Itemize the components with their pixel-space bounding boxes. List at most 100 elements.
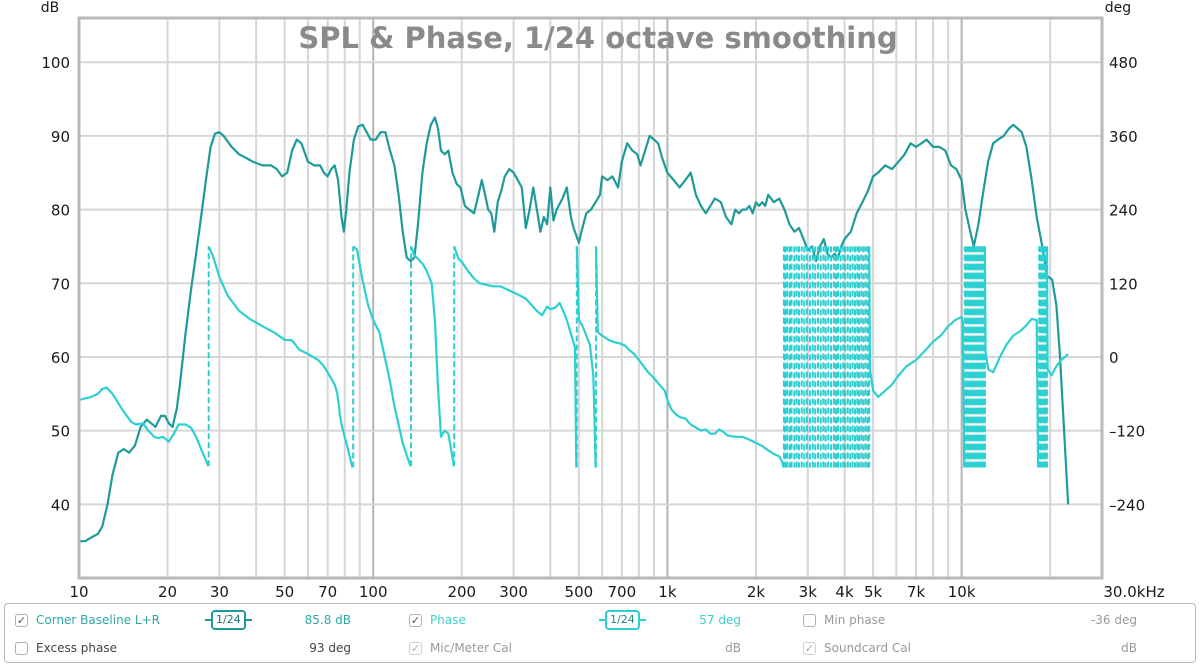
phase-line-segment — [575, 246, 597, 468]
phase-line-segment — [78, 386, 210, 467]
y-right-tick-label: 0 — [1109, 349, 1119, 367]
legend-row-1: ✓ Corner Baseline L+R 1/24 85.8 dB ✓ Pha… — [5, 606, 1195, 634]
legend-label-soundcard-cal: Soundcard Cal — [824, 641, 911, 655]
y-right-tick-label: –120 — [1109, 423, 1145, 441]
legend-label-mic-meter-cal: Mic/Meter Cal — [430, 641, 512, 655]
checkmark-icon: ✓ — [804, 641, 815, 655]
legend-value-mic-meter-cal: dB — [725, 641, 741, 655]
checkbox-soundcard-cal: ✓ — [803, 641, 816, 655]
smoothing-line-right — [639, 619, 646, 621]
phase-line-segment — [1045, 246, 1069, 377]
legend-item-soundcard-cal: ✓ Soundcard Cal — [803, 634, 911, 662]
checkmark-icon: ✓ — [410, 613, 421, 627]
smoothing-fraction: 1/24 — [211, 610, 246, 630]
checkbox-phase[interactable]: ✓ — [409, 613, 422, 627]
legend-label-corner-baseline: Corner Baseline L+R — [36, 613, 160, 627]
x-tick-label: 300 — [499, 583, 528, 600]
smoothing-control-spl[interactable]: 1/24 — [205, 606, 252, 634]
checkmark-icon: ✓ — [410, 641, 421, 655]
spl-line — [79, 116, 1070, 543]
legend-value-min-phase: -36 deg — [1090, 613, 1137, 627]
y-right-tick-label: 360 — [1109, 128, 1138, 146]
x-tick-label: 70 — [318, 583, 337, 600]
checkmark-icon: ✓ — [16, 613, 27, 627]
smoothing-badge-phase: 1/24 — [599, 610, 646, 630]
smoothing-line-left — [599, 619, 605, 621]
phase-line-segment — [207, 245, 354, 468]
y-left-tick-label: 60 — [51, 349, 70, 367]
legend-item-excess-phase[interactable]: Excess phase — [15, 634, 117, 662]
y-left-unit: dB — [41, 0, 60, 16]
phase-line-segment — [983, 246, 1040, 468]
phase-line-segment — [453, 246, 578, 468]
y-right-axis-ticks: –240 –120 0 120 240 360 480 — [1109, 54, 1145, 514]
spl-phase-chart: SPL & Phase, 1/24 octave smoothing dB de… — [41, 0, 1165, 600]
legend-panel: ✓ Corner Baseline L+R 1/24 85.8 dB ✓ Pha… — [4, 603, 1196, 663]
phase-series — [78, 245, 1069, 468]
x-tick-label: 200 — [447, 583, 476, 600]
x-tick-label: 50 — [275, 583, 294, 600]
smoothing-numerator: 1 — [610, 613, 617, 626]
legend-label-min-phase: Min phase — [824, 613, 886, 627]
grid — [79, 18, 1102, 578]
x-tick-label: 2k — [747, 583, 766, 600]
y-left-axis-ticks: 40 50 60 70 80 90 100 — [41, 54, 70, 514]
y-right-tick-label: 120 — [1109, 275, 1138, 293]
chart-title: SPL & Phase, 1/24 octave smoothing — [298, 21, 897, 55]
smoothing-badge-spl: 1/24 — [205, 610, 252, 630]
x-tick-label: 1k — [658, 583, 677, 600]
x-tick-label: 100 — [359, 583, 388, 600]
smoothing-fraction: 1/24 — [605, 610, 640, 630]
legend-value-excess-phase: 93 deg — [309, 641, 351, 655]
spl-series — [79, 116, 1070, 543]
phase-line-segment — [868, 246, 966, 468]
legend-item-phase[interactable]: ✓ Phase — [409, 606, 466, 634]
y-right-tick-label: 480 — [1109, 54, 1138, 72]
y-right-unit: deg — [1105, 0, 1131, 16]
y-left-tick-label: 40 — [51, 496, 70, 514]
y-left-tick-label: 50 — [51, 423, 70, 441]
legend-value-spl: 85.8 dB — [304, 613, 351, 627]
smoothing-line-right — [245, 619, 252, 621]
y-left-tick-label: 100 — [41, 54, 70, 72]
legend-value-soundcard-cal: dB — [1121, 641, 1137, 655]
smoothing-control-phase[interactable]: 1/24 — [599, 606, 646, 634]
smoothing-denominator: 24 — [620, 613, 635, 626]
legend-item-corner-baseline[interactable]: ✓ Corner Baseline L+R — [15, 606, 160, 634]
x-tick-label: 30.0kHz — [1103, 583, 1164, 600]
y-left-tick-label: 70 — [51, 275, 70, 293]
x-tick-label: 10 — [69, 583, 88, 600]
x-tick-label: 4k — [835, 583, 854, 600]
x-axis-ticks: 10 20 30 50 70 100 200 300 500 700 1k 2k 3k 4k 5k 7k 10k… — [69, 583, 1164, 600]
legend-label-excess-phase: Excess phase — [36, 641, 117, 655]
y-right-tick-label: –240 — [1109, 496, 1145, 514]
phase-line-segment — [410, 246, 455, 467]
plot-frame — [77, 16, 1104, 580]
x-tick-label: 500 — [565, 583, 594, 600]
checkbox-corner-baseline[interactable]: ✓ — [15, 613, 28, 627]
smoothing-denominator: 24 — [226, 613, 241, 626]
x-tick-label: 700 — [608, 583, 637, 600]
y-left-tick-label: 90 — [51, 128, 70, 146]
y-right-tick-label: 240 — [1109, 202, 1138, 220]
plot-background — [79, 18, 1102, 578]
smoothing-numerator: 1 — [216, 613, 223, 626]
x-tick-label: 5k — [864, 583, 883, 600]
x-tick-label: 30 — [210, 583, 229, 600]
x-tick-label: 10k — [948, 583, 976, 600]
x-tick-label: 3k — [799, 583, 818, 600]
legend-label-phase: Phase — [430, 613, 466, 627]
legend-item-mic-meter-cal: ✓ Mic/Meter Cal — [409, 634, 512, 662]
smoothing-line-left — [205, 619, 211, 621]
phase-line-segment — [352, 245, 412, 467]
legend-value-phase: 57 deg — [699, 613, 741, 627]
phase-line-segment — [594, 246, 785, 468]
x-tick-label: 20 — [158, 583, 177, 600]
y-left-tick-label: 80 — [51, 202, 70, 220]
legend-row-2: Excess phase 93 deg ✓ Mic/Meter Cal dB ✓… — [5, 634, 1195, 662]
x-tick-label: 7k — [907, 583, 926, 600]
checkbox-excess-phase[interactable] — [15, 641, 28, 655]
checkbox-min-phase[interactable] — [803, 613, 816, 627]
checkbox-mic-meter-cal: ✓ — [409, 641, 422, 655]
legend-item-min-phase[interactable]: Min phase — [803, 606, 885, 634]
